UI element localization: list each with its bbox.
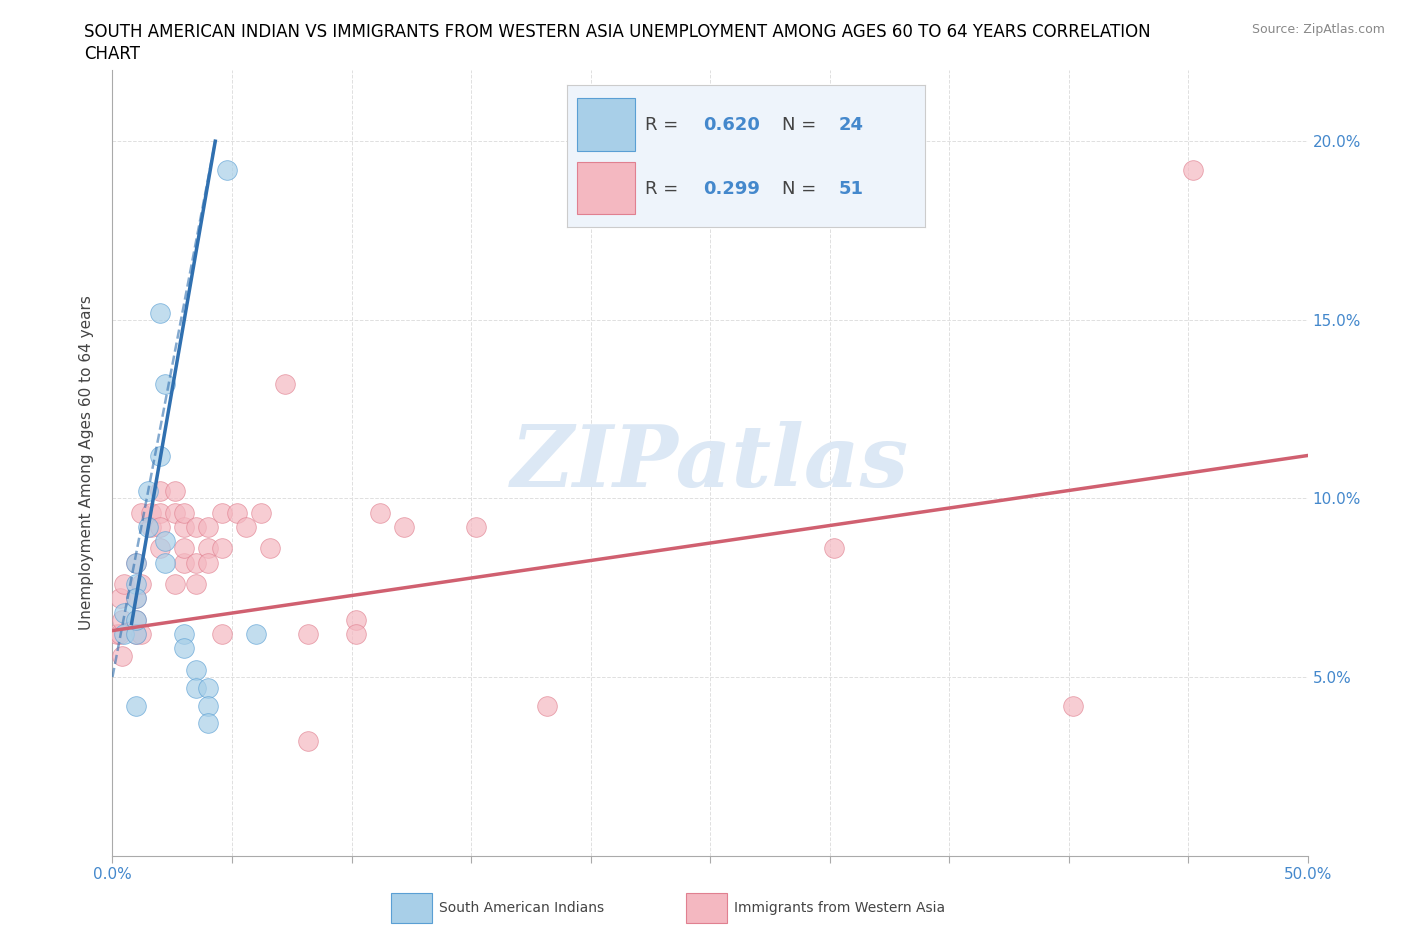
Point — [149, 484, 172, 498]
Point — [197, 716, 219, 731]
Point — [108, 627, 131, 642]
Point — [163, 484, 186, 498]
Point — [823, 541, 845, 556]
Point — [259, 541, 281, 556]
Point — [1181, 163, 1204, 178]
Point — [138, 520, 160, 535]
Text: Source: ZipAtlas.com: Source: ZipAtlas.com — [1251, 23, 1385, 36]
Point — [344, 612, 367, 627]
Point — [153, 534, 176, 549]
Point — [138, 484, 160, 498]
Point — [186, 577, 208, 591]
Point — [186, 555, 208, 570]
Point — [125, 591, 148, 605]
Point — [211, 541, 233, 556]
Point — [211, 627, 233, 642]
Point — [125, 612, 148, 627]
Point — [111, 612, 134, 627]
Point — [149, 305, 172, 320]
Text: CHART: CHART — [84, 45, 141, 62]
Point — [125, 612, 148, 627]
Text: South American Indians: South American Indians — [439, 900, 603, 915]
Point — [1062, 698, 1084, 713]
Point — [197, 555, 219, 570]
Point — [108, 591, 131, 605]
Point — [125, 627, 148, 642]
Point — [139, 505, 162, 520]
Point — [197, 520, 219, 535]
Point — [368, 505, 391, 520]
Point — [186, 680, 208, 695]
Point — [129, 627, 152, 642]
Point — [173, 555, 195, 570]
Point — [149, 448, 172, 463]
Point — [225, 505, 247, 520]
Point — [129, 505, 152, 520]
Point — [149, 520, 172, 535]
Point — [186, 520, 208, 535]
Point — [125, 698, 148, 713]
Point — [111, 648, 134, 663]
Point — [139, 520, 162, 535]
Point — [173, 641, 195, 656]
Point — [245, 627, 267, 642]
Point — [149, 505, 172, 520]
Y-axis label: Unemployment Among Ages 60 to 64 years: Unemployment Among Ages 60 to 64 years — [79, 295, 94, 631]
Point — [105, 627, 128, 642]
Point — [344, 627, 367, 642]
Point — [211, 505, 233, 520]
Point — [114, 627, 135, 642]
Point — [297, 627, 319, 642]
Point — [125, 591, 148, 605]
Point — [173, 541, 195, 556]
Point — [153, 555, 176, 570]
Point — [163, 505, 186, 520]
Point — [235, 520, 257, 535]
Text: SOUTH AMERICAN INDIAN VS IMMIGRANTS FROM WESTERN ASIA UNEMPLOYMENT AMONG AGES 60: SOUTH AMERICAN INDIAN VS IMMIGRANTS FROM… — [84, 23, 1152, 41]
Point — [114, 577, 135, 591]
Text: Immigrants from Western Asia: Immigrants from Western Asia — [734, 900, 945, 915]
Point — [217, 163, 239, 178]
Point — [125, 577, 148, 591]
Point — [173, 520, 195, 535]
Point — [129, 577, 152, 591]
Point — [125, 627, 148, 642]
Point — [114, 605, 135, 620]
Point — [273, 377, 295, 392]
Point — [464, 520, 486, 535]
Text: ZIPatlas: ZIPatlas — [510, 421, 910, 504]
Point — [186, 662, 208, 677]
Point — [125, 555, 148, 570]
Point — [173, 505, 195, 520]
Point — [249, 505, 271, 520]
Point — [197, 541, 219, 556]
Point — [149, 541, 172, 556]
Point — [173, 627, 195, 642]
Point — [297, 734, 319, 749]
Point — [197, 698, 219, 713]
Point — [125, 555, 148, 570]
Point — [197, 680, 219, 695]
Point — [536, 698, 558, 713]
Point — [163, 577, 186, 591]
Point — [392, 520, 415, 535]
Point — [153, 377, 176, 392]
